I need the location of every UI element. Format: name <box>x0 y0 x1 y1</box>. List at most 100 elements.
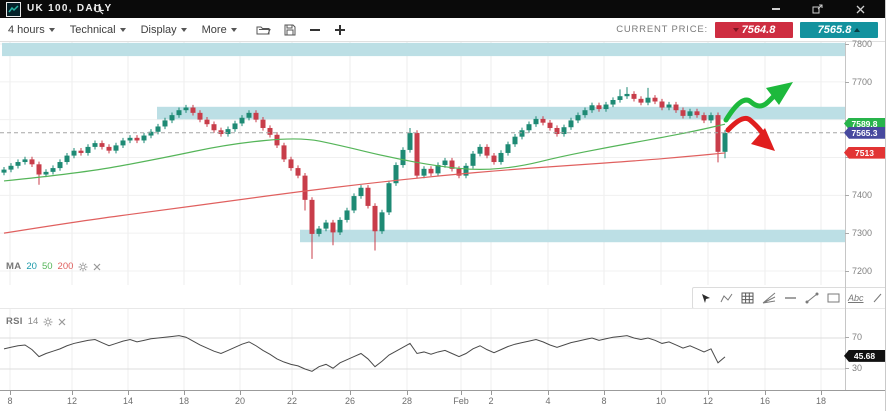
price-axis-line <box>845 42 846 390</box>
bullish-arrow-head <box>766 82 793 105</box>
price-chart-panel[interactable]: MA 20 50 200 <box>0 42 885 285</box>
support-resistance-zone[interactable] <box>157 106 845 120</box>
candle-body <box>603 104 609 110</box>
remove-indicator-icon[interactable] <box>58 318 66 326</box>
time-axis-label: 22 <box>286 396 298 406</box>
interval-dropdown[interactable]: 4 hours <box>8 24 55 36</box>
candle-body <box>638 98 644 103</box>
grid-tool-icon[interactable] <box>741 292 754 304</box>
zoom-in-icon[interactable] <box>334 24 346 36</box>
trend-line-tool-icon[interactable] <box>805 292 819 304</box>
candle-body <box>1 169 7 173</box>
minimize-button[interactable] <box>772 0 780 18</box>
rsi-chart <box>0 309 845 391</box>
candle-body <box>575 115 581 121</box>
time-axis-label: 12 <box>66 396 78 406</box>
arrow-up-icon <box>854 27 861 32</box>
zoom-out-icon[interactable] <box>309 24 321 36</box>
bullish-arrow[interactable] <box>723 91 779 123</box>
time-axis-label: 4 <box>545 396 551 406</box>
rsi-axis-label: 70 <box>852 332 863 342</box>
candle-body <box>57 162 63 169</box>
candle-body <box>8 165 14 170</box>
ma-period-50: 50 <box>41 261 53 272</box>
candle-body <box>708 115 714 121</box>
y-axis-label: 7800 <box>852 39 873 49</box>
close-icon[interactable] <box>856 0 865 18</box>
candle-body <box>29 159 35 165</box>
diagonal-line-tool-icon[interactable] <box>872 292 883 304</box>
y-axis-tick <box>845 195 849 197</box>
rsi-panel[interactable]: RSI 14 <box>0 308 885 391</box>
gear-icon[interactable] <box>78 262 88 272</box>
price-badge[interactable]: 7589.8 <box>844 117 885 130</box>
candle-body <box>687 111 693 116</box>
bearish-arrow[interactable] <box>725 115 766 137</box>
candle-body <box>218 130 224 135</box>
time-axis-tick <box>821 391 822 395</box>
time-axis-label: 18 <box>178 396 190 406</box>
candle-body <box>225 129 231 135</box>
open-folder-icon[interactable] <box>256 24 271 36</box>
horizontal-line-tool-icon[interactable] <box>784 292 797 304</box>
candle-body <box>673 104 679 111</box>
candle-body <box>330 222 336 233</box>
support-resistance-zone[interactable] <box>300 229 845 243</box>
candle-body <box>127 137 133 141</box>
more-dropdown[interactable]: More <box>202 24 237 36</box>
time-axis-tick <box>548 391 549 395</box>
candlestick-chart <box>0 42 845 285</box>
time-axis-label: 18 <box>815 396 827 406</box>
time-axis-label: 8 <box>601 396 607 406</box>
gear-icon[interactable] <box>43 317 53 327</box>
current-price-label: CURRENT PRICE: <box>616 24 708 35</box>
technical-dropdown[interactable]: Technical <box>70 24 126 36</box>
y-axis-label: 7700 <box>852 76 873 87</box>
time-axis-tick <box>708 391 709 395</box>
candle-body <box>253 112 259 120</box>
candle-body <box>624 93 630 97</box>
rectangle-tool-icon[interactable] <box>827 292 840 304</box>
candle-body <box>470 153 476 166</box>
candle-body <box>64 155 70 163</box>
search-icon[interactable] <box>93 4 104 15</box>
candle-body <box>617 96 623 100</box>
time-axis-tick <box>604 391 605 395</box>
candle-body <box>421 168 427 176</box>
remove-indicator-icon[interactable] <box>93 263 101 271</box>
candle-body <box>183 107 189 111</box>
rsi-indicator-legend: RSI 14 <box>6 316 66 327</box>
candle-body <box>71 150 77 156</box>
support-resistance-zone[interactable] <box>2 42 845 57</box>
candle-body <box>197 112 203 120</box>
drawing-tool-row: Abc <box>0 285 885 309</box>
save-icon[interactable] <box>284 24 296 36</box>
y-axis-label: 7300 <box>852 228 873 239</box>
candle-body <box>428 168 434 174</box>
buy-price-button[interactable]: 7565.8 <box>800 21 878 38</box>
price-badge[interactable]: 7513 <box>844 146 885 159</box>
text-tool[interactable]: Abc <box>848 293 864 303</box>
time-axis-label: 20 <box>234 396 246 406</box>
fan-lines-tool-icon[interactable] <box>762 292 776 304</box>
sell-price-button[interactable]: 7564.8 <box>715 21 793 38</box>
price-badge[interactable]: 7565.3 <box>844 126 885 139</box>
candle-body <box>260 119 266 128</box>
candle-body <box>162 120 168 127</box>
candle-body <box>701 115 707 121</box>
display-dropdown[interactable]: Display <box>141 24 187 36</box>
polyline-tool-icon[interactable] <box>720 292 733 304</box>
candle-body <box>659 101 665 108</box>
y-axis-tick <box>845 81 849 83</box>
cursor-tool-icon[interactable] <box>700 292 712 304</box>
time-axis-tick <box>184 391 185 395</box>
popout-button[interactable] <box>812 0 823 18</box>
time-axis-tick <box>72 391 73 395</box>
candle-body <box>323 222 329 229</box>
candle-body <box>99 143 105 147</box>
candle-body <box>484 146 490 156</box>
candle-body <box>694 111 700 116</box>
candle-body <box>267 127 273 135</box>
candle-body <box>379 212 385 232</box>
bearish-arrow-head <box>751 128 775 151</box>
